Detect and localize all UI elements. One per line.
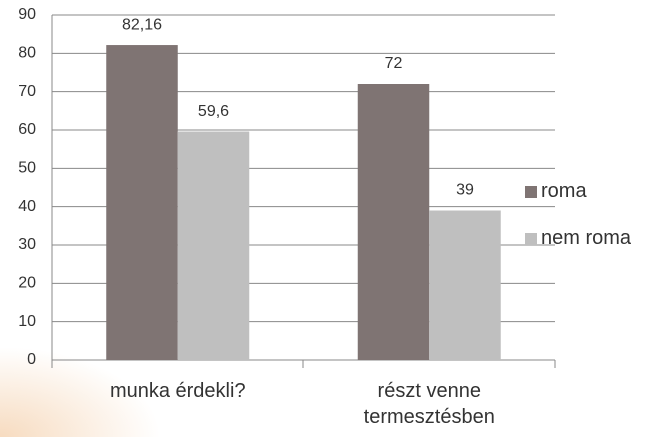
x-tick-label: részt venne termesztésben: [363, 380, 495, 428]
y-tick-label: 30: [18, 236, 36, 253]
y-tick-label: 90: [18, 6, 36, 23]
bar: [106, 45, 178, 360]
y-tick-label: 10: [18, 313, 36, 330]
bar: [357, 84, 430, 360]
legend-swatch: [525, 232, 537, 245]
legend-item: nem roma: [525, 227, 631, 250]
y-tick-label: 0: [27, 351, 36, 368]
x-tick-label: munka érdekli?: [109, 380, 246, 402]
y-tick-label: 50: [18, 160, 36, 177]
data-label: 59,6: [198, 103, 229, 120]
y-tick-label: 60: [18, 121, 36, 138]
y-tick-label: 20: [18, 275, 36, 292]
data-label: 82,16: [122, 16, 162, 33]
bar: [429, 210, 501, 360]
legend-item: roma: [525, 180, 587, 203]
data-label: 39: [456, 182, 474, 199]
legend-label: roma: [541, 180, 587, 202]
y-tick-label: 80: [18, 45, 36, 62]
bar: [177, 131, 250, 360]
legend-swatch: [525, 185, 537, 198]
data-label: 72: [385, 55, 403, 72]
legend-label: nem roma: [541, 227, 632, 249]
y-tick-label: 70: [18, 83, 36, 100]
y-tick-label: 40: [18, 198, 36, 215]
